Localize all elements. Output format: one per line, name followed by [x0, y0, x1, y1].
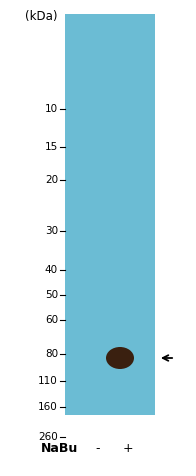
Bar [65, 14, 155, 415]
Text: 110: 110 [38, 376, 58, 386]
Text: 30: 30 [45, 226, 58, 237]
Text: -: - [96, 443, 100, 456]
Text: 160: 160 [38, 402, 58, 413]
Text: 260: 260 [38, 432, 58, 442]
Text: (kDa): (kDa) [25, 10, 58, 23]
Text: 50: 50 [45, 290, 58, 300]
Ellipse shape [106, 347, 134, 369]
Text: NaBu: NaBu [41, 442, 79, 455]
Text: 10: 10 [45, 103, 58, 114]
Text: 60: 60 [45, 315, 58, 325]
Text: 20: 20 [45, 175, 58, 185]
Text: 80: 80 [45, 349, 58, 359]
Text: 15: 15 [45, 141, 58, 152]
Text: +: + [123, 443, 133, 456]
Text: 40: 40 [45, 265, 58, 276]
